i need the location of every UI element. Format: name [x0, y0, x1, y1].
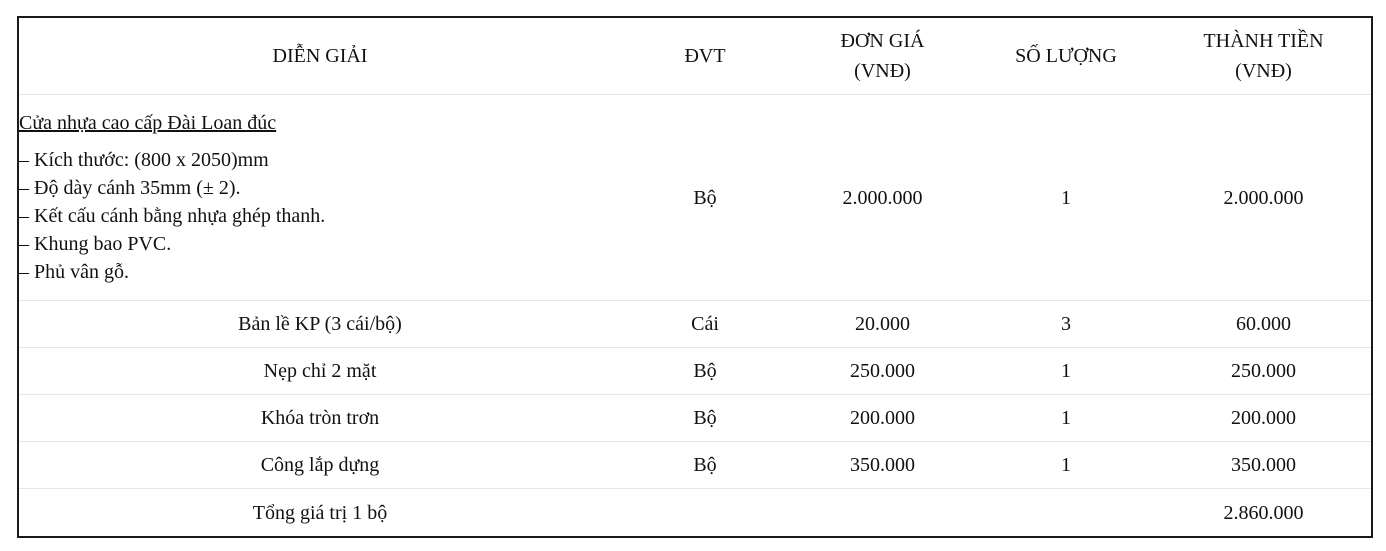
row-quantity: 3	[976, 300, 1156, 348]
row-unit-price: 20.000	[789, 300, 976, 348]
main-item-spec: – Kết cấu cánh bằng nhựa ghép thanh.	[19, 204, 326, 227]
header-quantity: SỐ LƯỢNG	[976, 18, 1156, 95]
table-header-row: DIỄN GIẢI ĐVT ĐƠN GIÁ (VNĐ) SỐ LƯỢNG THÀ…	[19, 18, 1371, 95]
header-amount: THÀNH TIỀN (VNĐ)	[1156, 18, 1371, 95]
main-item-unit: Bộ	[621, 94, 789, 301]
main-item-amount: 2.000.000	[1156, 94, 1371, 301]
row-quantity: 1	[976, 347, 1156, 395]
row-unit-price: 200.000	[789, 394, 976, 442]
table-row: Bản lề KP (3 cái/bộ) Cái 20.000 3 60.000	[19, 300, 1371, 348]
total-empty-unit	[621, 489, 789, 537]
total-empty-price	[789, 489, 976, 537]
main-item-quantity: 1	[976, 94, 1156, 301]
row-description: Khóa tròn trơn	[19, 394, 621, 442]
row-unit-price: 350.000	[789, 441, 976, 489]
row-unit-price: 250.000	[789, 347, 976, 395]
total-amount: 2.860.000	[1223, 501, 1304, 524]
header-amount-line1: THÀNH TIỀN	[1203, 30, 1324, 52]
row-unit: Bộ	[621, 394, 789, 442]
row-quantity: 1	[976, 441, 1156, 489]
header-unit: ĐVT	[621, 18, 789, 95]
row-amount: 200.000	[1156, 394, 1371, 442]
row-amount: 250.000	[1156, 347, 1371, 395]
header-unit-price: ĐƠN GIÁ (VNĐ)	[789, 18, 976, 95]
header-unit-price-line1: ĐƠN GIÁ	[840, 30, 925, 52]
price-table: DIỄN GIẢI ĐVT ĐƠN GIÁ (VNĐ) SỐ LƯỢNG THÀ…	[19, 18, 1371, 536]
row-description: Nẹp chỉ 2 mặt	[19, 347, 621, 395]
main-item-description: Cửa nhựa cao cấp Đài Loan đúc – Kích thư…	[19, 94, 621, 301]
row-amount: 350.000	[1156, 441, 1371, 489]
row-amount: 60.000	[1156, 300, 1371, 348]
main-item-spec: – Kích thước: (800 x 2050)mm	[19, 148, 269, 171]
row-description: Bản lề KP (3 cái/bộ)	[19, 300, 621, 348]
main-item-unit-price: 2.000.000	[789, 94, 976, 301]
header-unit-price-line2: (VNĐ)	[854, 60, 911, 82]
header-description: DIỄN GIẢI	[19, 18, 621, 95]
main-item-title: Cửa nhựa cao cấp Đài Loan đúc	[19, 111, 277, 134]
table-row: Nẹp chỉ 2 mặt Bộ 250.000 1 250.000	[19, 347, 1371, 395]
total-empty-quantity	[976, 489, 1156, 537]
main-item-spec: – Phủ vân gỗ.	[19, 260, 129, 283]
total-label: Tổng giá trị 1 bộ	[252, 501, 388, 524]
row-description: Công lắp dựng	[19, 441, 621, 489]
row-quantity: 1	[976, 394, 1156, 442]
row-unit: Bộ	[621, 441, 789, 489]
table-total-row: Tổng giá trị 1 bộ 2.860.000	[19, 489, 1371, 537]
row-unit: Cái	[621, 300, 789, 348]
table-row-main-item: Cửa nhựa cao cấp Đài Loan đúc – Kích thư…	[19, 94, 1371, 301]
table-row: Công lắp dựng Bộ 350.000 1 350.000	[19, 441, 1371, 489]
table-row: Khóa tròn trơn Bộ 200.000 1 200.000	[19, 394, 1371, 442]
main-item-spec: – Độ dày cánh 35mm (± 2).	[19, 176, 241, 199]
price-table-frame: DIỄN GIẢI ĐVT ĐƠN GIÁ (VNĐ) SỐ LƯỢNG THÀ…	[17, 16, 1373, 538]
header-amount-line2: (VNĐ)	[1235, 60, 1292, 82]
row-unit: Bộ	[621, 347, 789, 395]
main-item-spec: – Khung bao PVC.	[19, 232, 172, 255]
